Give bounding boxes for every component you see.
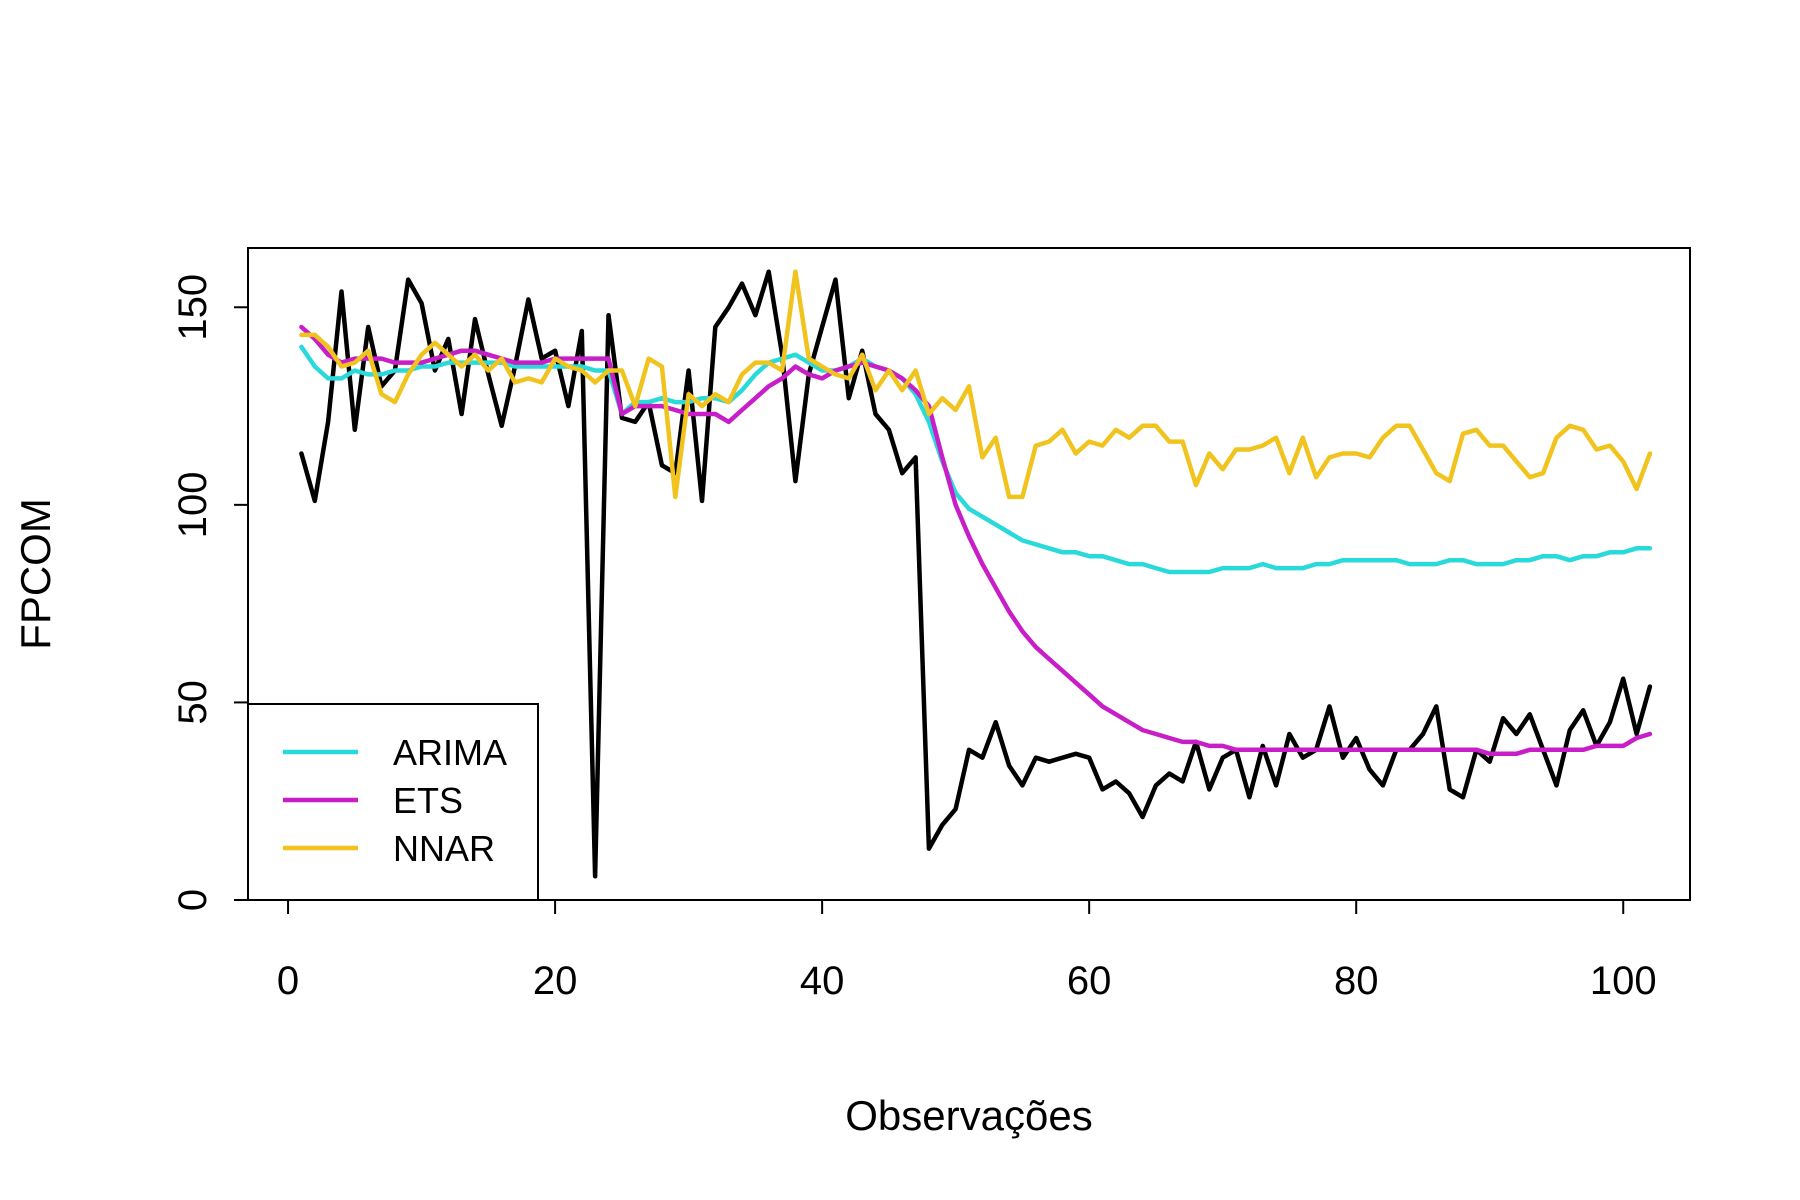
y-axis-title: FPCOM [12,498,59,650]
series-line-nnar [299,269,1653,500]
series-line-ets [299,324,1653,757]
series-line-arima [299,344,1653,575]
y-tick-label: 150 [171,274,215,341]
y-axis: 0 50 100 150 [171,274,249,911]
legend-label-arima: ARIMA [393,732,507,773]
legend: ARIMA ETS NNAR [247,703,539,901]
x-tick-label: 20 [533,959,578,1003]
y-tick-label: 100 [171,471,215,538]
series-layer [299,269,1653,879]
y-tick-label: 0 [171,889,215,911]
x-tick-label: 100 [1590,959,1657,1003]
x-tick-label: 60 [1067,959,1112,1003]
series-line-observed [299,269,1653,879]
x-axis-title: Observações [845,1092,1092,1139]
y-tick-label: 50 [171,680,215,725]
legend-label-ets: ETS [393,780,463,821]
x-axis: 0 20 40 60 80 100 [277,899,1657,1003]
x-tick-label: 0 [277,959,299,1003]
x-tick-label: 40 [800,959,845,1003]
legend-label-nnar: NNAR [393,828,495,869]
x-tick-label: 80 [1334,959,1379,1003]
